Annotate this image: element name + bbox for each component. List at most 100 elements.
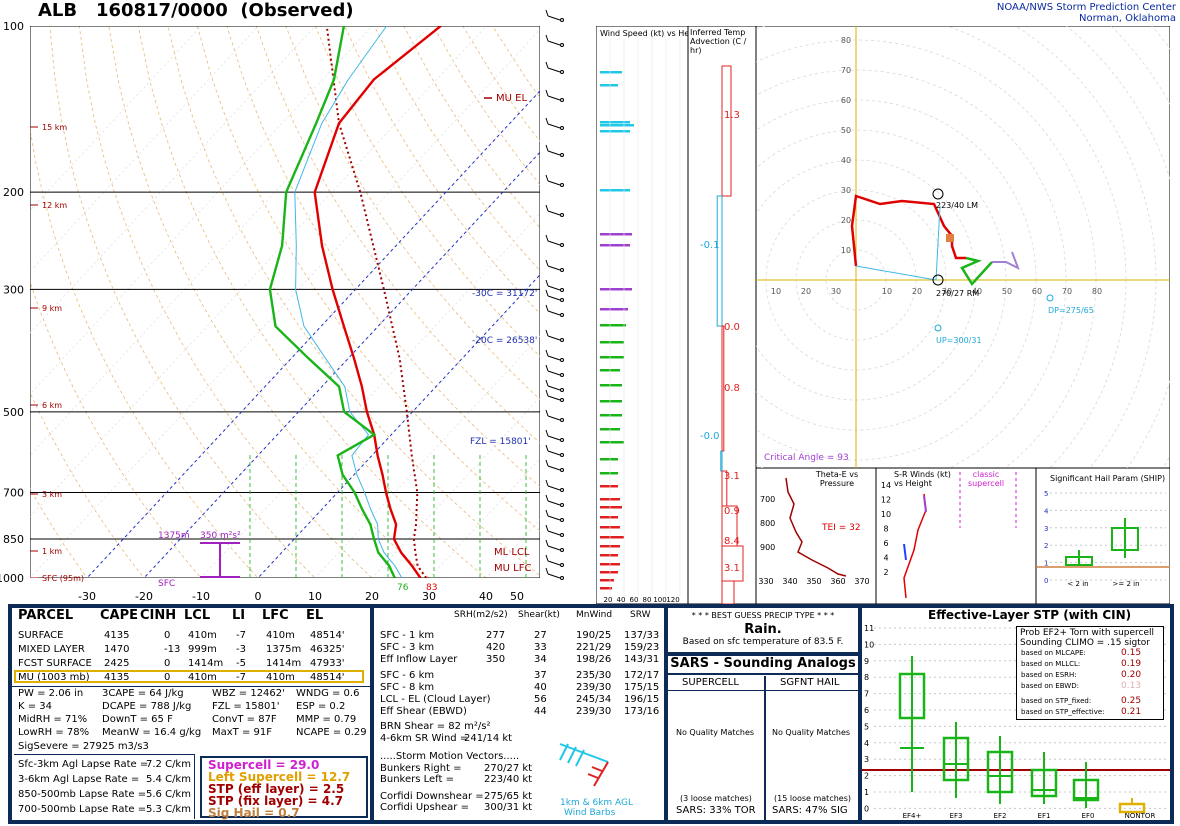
- sr46-label: 4-6km SR Wind =: [380, 733, 469, 744]
- sr46-value: 241/14 kt: [464, 733, 513, 744]
- index-cell: MMP = 0.79: [296, 714, 357, 725]
- index-cell: PW = 2.06 in: [18, 688, 84, 699]
- parcel-cell: 0: [164, 672, 171, 683]
- parcel-header: LFC: [262, 608, 289, 623]
- hodo-y-tick: 20: [841, 216, 851, 225]
- dry-adiabat: [226, 26, 540, 488]
- height-label: 1 km: [42, 547, 62, 556]
- temp-tick: 30: [422, 590, 436, 603]
- wind-speed-bar: [600, 341, 624, 344]
- temp-tick: 40: [479, 590, 493, 603]
- lapse-label: 3-6km Agl Lapse Rate =: [18, 774, 140, 785]
- height-label: 3 km: [42, 490, 62, 499]
- brn-shear: BRN Shear = 82 m²/s²: [380, 721, 491, 732]
- wind-speed-bar: [600, 587, 612, 590]
- kinematics-cell: 172/17: [624, 670, 660, 681]
- bottom-panel: PARCEL CAPE CINH LCL LI LFC EL SURFACE 4135 0 410m…: [8, 604, 1174, 824]
- sig-severe: SigSevere = 27925 m3/s3: [18, 741, 149, 752]
- kinematics-cell: 40: [534, 682, 547, 693]
- wind-speed-bar: [600, 384, 622, 387]
- dry-adiabat: [30, 391, 145, 578]
- stp-prob-value: 0.20: [1121, 670, 1142, 680]
- precip-type: Rain.: [744, 622, 782, 637]
- parcel-cell: -13: [164, 644, 181, 655]
- lapse-label: 700-500mb Lapse Rate =: [18, 804, 147, 815]
- advection-bar: [721, 65, 732, 197]
- stp-prob-label: based on MLLCL:: [1021, 660, 1081, 668]
- parcel-cell: SURFACE: [18, 630, 64, 641]
- stp-category: NONTOR: [1125, 812, 1156, 820]
- wind-speed-bar: [600, 84, 618, 87]
- pressure-tick: 500: [3, 406, 24, 419]
- sr-winds-y-tick: 4: [883, 554, 888, 563]
- lapse-value: 5.3 C/km: [146, 804, 191, 815]
- wind-barb: [547, 40, 561, 46]
- hodo-y-tick: 70: [841, 66, 851, 75]
- hodo-trace-purple: [992, 251, 1020, 271]
- wind-barb: [547, 415, 561, 421]
- sounding-time: 160817/0000: [95, 0, 228, 21]
- lapse-value: 5.6 C/km: [146, 789, 191, 800]
- parcel-cell: 46325': [310, 644, 345, 655]
- stp-prob-label: based on ESRH:: [1021, 671, 1077, 679]
- height-label: 9 km: [42, 304, 62, 313]
- hodo-y-tick: 80: [841, 36, 851, 45]
- hodo-y-tick: 10: [841, 246, 851, 255]
- hodo-y-tick: 50: [841, 126, 851, 135]
- hodograph-panel: 10 10 20 20 30 30 40 40 50 50 60 60 70 70 80 80 30 20 10 2…: [756, 26, 1170, 468]
- temp-advection-title: Inferred Temp Advection (C / hr): [690, 28, 747, 55]
- isotherm: [30, 26, 316, 334]
- ship-y-tick: 2: [1044, 542, 1048, 550]
- stp-y-tick: 9: [864, 657, 869, 666]
- ship-panel: Significant Hail Param (SHIP) 5 4 3 2 1 0 < 2 …: [1036, 468, 1170, 604]
- kinematics-cell: 221/29: [576, 642, 612, 653]
- sfc-temp-label: 83: [426, 583, 437, 593]
- kinematics-cell: SFC - 3 km: [380, 642, 435, 653]
- parcel-header: LI: [232, 608, 246, 623]
- kinematics-cell: 44: [534, 706, 547, 717]
- stp-y-tick: 2: [864, 772, 869, 781]
- kinematics-header: SRW: [630, 610, 651, 620]
- isotherm: [30, 29, 540, 578]
- index-cell: MaxT = 91F: [212, 727, 272, 738]
- dry-adiabat: [30, 487, 88, 578]
- wind-barb: [547, 530, 561, 536]
- motion-value: 270/27 kt: [484, 763, 533, 774]
- temp-advection-panel: Inferred Temp Advection (C / hr) 1.3 -0.1…: [688, 26, 756, 604]
- up-marker: [934, 324, 942, 332]
- index-cell: DownT = 65 F: [102, 714, 173, 725]
- org-header: NOAA/NWS Storm Prediction Center Norman,…: [997, 2, 1176, 24]
- stp-y-tick: 10: [864, 640, 874, 649]
- ship-y-tick: 1: [1044, 560, 1048, 568]
- stp-prob-label: based on MLCAPE:: [1021, 649, 1086, 657]
- org-name: NOAA/NWS Storm Prediction Center: [996, 2, 1176, 13]
- wind-speed-bar: [600, 536, 624, 539]
- wind-speed-bar: [600, 554, 618, 557]
- kinematics-cell: Eff Inflow Layer: [380, 654, 458, 665]
- wind-speed-title: Wind Speed (kt) vs Height: [600, 29, 688, 38]
- stp-y-tick: 5: [864, 722, 869, 731]
- sr-winds-y-tick: 6: [883, 539, 888, 548]
- wind-speed-bar: [600, 506, 622, 509]
- pressure-tick: 300: [3, 283, 24, 296]
- wind-speed-tick: 120: [666, 596, 679, 604]
- motion-label: Bunkers Right =: [380, 763, 462, 774]
- stp-y-tick: 0: [864, 804, 869, 813]
- temp-tick: -20: [135, 590, 153, 603]
- parcel-cell: 4135: [104, 672, 130, 683]
- rm-label: 270/27 RM: [936, 289, 979, 298]
- parcel-rule: [12, 686, 370, 687]
- up-label: UP=300/31: [936, 336, 982, 345]
- hodo-trace-red: [850, 194, 966, 267]
- parcel-header: LCL: [184, 608, 211, 623]
- lm-marker: [932, 188, 944, 200]
- advection-label: 0.0: [724, 322, 740, 333]
- wind-barb: [547, 15, 561, 21]
- wind-barb: [547, 573, 561, 579]
- temp-tick: 0: [255, 590, 262, 603]
- hodo-x-tick-left: 10: [771, 287, 781, 296]
- barb-caption-2: Wind Barbs: [564, 808, 616, 818]
- temp-tick: 20: [365, 590, 379, 603]
- parcel-header: PARCEL: [18, 608, 74, 623]
